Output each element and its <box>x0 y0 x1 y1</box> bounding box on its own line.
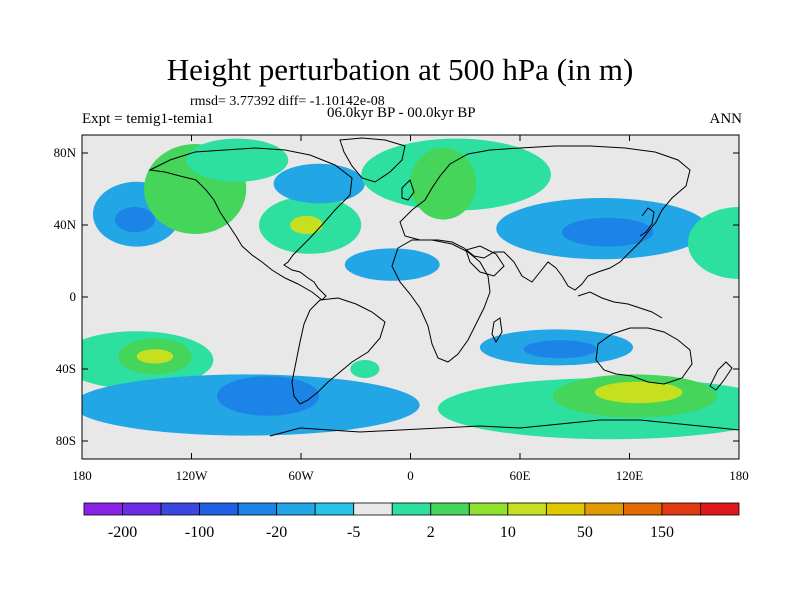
lat-label: 0 <box>70 289 77 304</box>
colorbar-box-5 <box>276 502 316 516</box>
coastline-africa <box>391 239 491 363</box>
anomaly-region-18 <box>350 360 380 378</box>
anomaly-region-8 <box>410 147 477 220</box>
anomaly-region-6 <box>273 163 365 204</box>
coastline-eurasia <box>399 145 691 291</box>
anomaly-region-11 <box>687 207 739 279</box>
colorbar-label: 50 <box>577 524 593 541</box>
lon-label: 180 <box>729 468 749 483</box>
coastline-north-america <box>148 147 353 301</box>
lon-label: 60W <box>288 468 314 483</box>
lon-label: 120E <box>616 468 644 483</box>
coastline-south-america <box>291 297 386 405</box>
stats-text: rmsd= 3.77392 diff= -1.10142e-08 <box>190 94 385 109</box>
colorbar-label: -5 <box>347 524 360 541</box>
coastline-new-zealand <box>709 361 733 391</box>
anomaly-region-20 <box>523 340 597 359</box>
period-label: 06.0kyr BP - 00.0kyr BP <box>327 105 476 121</box>
colorbar-label: -200 <box>108 524 137 541</box>
plot-title: Height perturbation at 500 hPa (in m) <box>166 52 634 87</box>
anomaly-region-10 <box>561 217 654 247</box>
map-axes: 80N 40N 0 40S 80S 180 120W 60W 0 60E 120E 180 <box>54 135 749 483</box>
anomaly-region-15 <box>136 349 174 364</box>
colorbar-box-0 <box>83 502 123 516</box>
season-label: ANN <box>709 111 743 127</box>
coastline-madagascar <box>491 317 503 344</box>
anomaly-region-17 <box>217 376 320 416</box>
lon-label: 0 <box>407 468 414 483</box>
coastline-australia <box>595 327 693 385</box>
colorbar-box-11 <box>507 502 547 516</box>
anomaly-region-5 <box>290 216 323 234</box>
coastline-japan <box>639 207 655 237</box>
lat-label: 40N <box>54 217 77 232</box>
colorbar-box-12 <box>545 502 586 516</box>
colorbar-label: 10 <box>500 524 516 541</box>
colorbar: -200 -100 -20 -5 2 10 50 150 <box>83 502 740 541</box>
coastline-greenland <box>339 137 406 183</box>
lon-label: 120W <box>176 468 209 483</box>
lon-label: 60E <box>510 468 531 483</box>
colorbar-label: 2 <box>427 524 435 541</box>
lon-label: 180 <box>72 468 92 483</box>
colorbar-box-16 <box>700 502 740 516</box>
colorbar-box-10 <box>468 502 509 516</box>
colorbar-box-3 <box>199 502 239 516</box>
anomaly-region-3 <box>186 138 289 182</box>
colorbar-label: -100 <box>185 524 214 541</box>
anomaly-region-1 <box>114 207 155 233</box>
colorbar-label: 150 <box>650 524 674 541</box>
anomaly-region-23 <box>594 381 683 404</box>
colorbar-box-7 <box>353 502 393 516</box>
anomaly-fill-layer <box>82 138 739 440</box>
colorbar-label: -20 <box>266 524 287 541</box>
coastline-arabia <box>465 245 505 277</box>
colorbar-box-14 <box>623 502 663 516</box>
lat-label: 80S <box>56 433 76 448</box>
coastline-layer <box>148 137 739 437</box>
colorbar-box-13 <box>584 502 624 516</box>
colorbar-box-1 <box>122 502 162 516</box>
colorbar-box-9 <box>430 502 470 516</box>
lat-label: 40S <box>56 361 76 376</box>
colorbar-box-2 <box>160 502 200 516</box>
colorbar-box-15 <box>661 502 701 516</box>
experiment-label: Expt = temig1-temia1 <box>82 111 214 127</box>
colorbar-box-8 <box>391 502 432 516</box>
coastline-indonesia <box>577 291 663 319</box>
coastline-antarctica <box>269 419 739 437</box>
colorbar-box-6 <box>314 502 355 516</box>
lat-label: 80N <box>54 145 77 160</box>
coastline-british-isles <box>401 179 415 201</box>
colorbar-box-4 <box>237 502 278 516</box>
